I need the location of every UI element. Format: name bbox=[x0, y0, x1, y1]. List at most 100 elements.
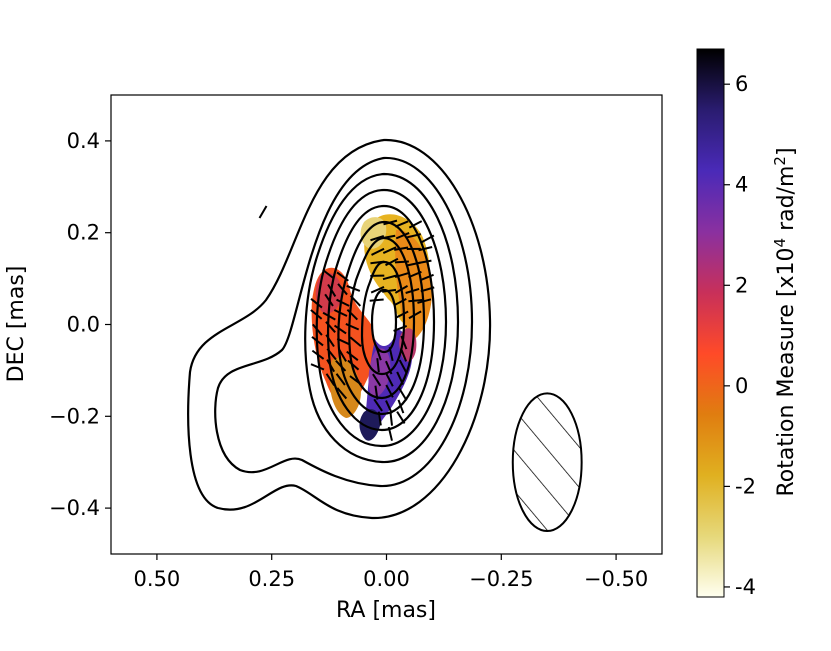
evpa-tick bbox=[370, 235, 385, 242]
colorbar-ticks: -4 -2 0 2 4 6 bbox=[724, 72, 756, 599]
y-tick-label: −0.4 bbox=[49, 496, 100, 520]
y-axis-label: DEC [mas] bbox=[4, 266, 29, 383]
evpa-tick bbox=[400, 348, 408, 362]
evpa-tick bbox=[385, 384, 394, 398]
evpa-tick bbox=[338, 348, 347, 362]
evpa-tick bbox=[372, 373, 382, 387]
evpa-tick bbox=[346, 350, 359, 361]
evpa-tick bbox=[388, 346, 394, 362]
evpa-tick bbox=[394, 284, 409, 294]
evpa-tick bbox=[310, 363, 325, 371]
evpa-tick bbox=[385, 257, 399, 267]
evpa-tick bbox=[346, 308, 359, 321]
evpa-tick bbox=[349, 336, 362, 347]
colorbar: -4 -2 0 2 4 6 Rotation Measure [x104 rad/m2] bbox=[696, 48, 799, 599]
evpa-tick bbox=[408, 310, 422, 320]
y-tick-label: 0.4 bbox=[67, 129, 100, 153]
evpa-tick bbox=[325, 334, 335, 348]
evpa-tick bbox=[335, 359, 347, 372]
evpa-tick bbox=[420, 273, 434, 281]
evpa-tick bbox=[336, 271, 349, 282]
colorbar-tick-label: 2 bbox=[735, 273, 748, 297]
evpa-tick bbox=[310, 298, 323, 309]
x-tick-label: 0.00 bbox=[363, 567, 410, 591]
colorbar-gradient bbox=[696, 48, 725, 598]
x-axis-ticks: 0.50 0.25 0.00 −0.25 −0.50 bbox=[134, 554, 648, 591]
evpa-tick bbox=[385, 373, 394, 387]
evpa-tick bbox=[400, 335, 408, 350]
evpa-tick bbox=[377, 411, 382, 426]
evpa-tick bbox=[406, 233, 421, 239]
x-tick-label: 0.50 bbox=[134, 567, 181, 591]
contour-line bbox=[315, 188, 448, 448]
evpa-tick bbox=[408, 298, 423, 303]
colorbar-tick-label: 0 bbox=[735, 374, 748, 398]
contour-line bbox=[327, 204, 436, 432]
evpa-tick bbox=[418, 245, 433, 252]
y-tick-label: 0.0 bbox=[67, 313, 100, 337]
evpa-tick bbox=[310, 309, 323, 320]
evpa-tick bbox=[345, 323, 360, 331]
evpa-tick bbox=[324, 293, 334, 307]
evpa-tick bbox=[370, 286, 385, 294]
evpa-tick bbox=[322, 311, 336, 321]
evpa-tick bbox=[394, 246, 409, 251]
evpa-tick bbox=[421, 234, 435, 244]
beam-ellipse-shape bbox=[511, 392, 583, 533]
evpa-tick bbox=[336, 337, 351, 346]
evpa-tick bbox=[369, 298, 384, 302]
evpa-tick bbox=[326, 359, 336, 373]
evpa-tick bbox=[370, 260, 385, 265]
x-tick-label: −0.50 bbox=[584, 567, 648, 591]
y-tick-label: −0.2 bbox=[49, 404, 100, 428]
evpa-tick bbox=[381, 288, 397, 293]
rm-region bbox=[359, 409, 381, 441]
evpa-tick bbox=[395, 310, 409, 319]
evpa-tick bbox=[347, 359, 360, 371]
x-axis-label: RA [mas] bbox=[336, 598, 436, 623]
contour-line bbox=[360, 260, 406, 376]
evpa-tick bbox=[333, 309, 348, 317]
y-tick-label: 0.2 bbox=[67, 221, 100, 245]
y-axis-ticks: 0.4 0.2 0.0 −0.2 −0.4 bbox=[49, 129, 111, 520]
evpa-tick bbox=[396, 411, 406, 424]
evpa-tick bbox=[417, 259, 432, 265]
colorbar-label: Rotation Measure [x104 rad/m2] bbox=[771, 147, 799, 496]
evpa-tick bbox=[333, 324, 347, 335]
intensity-contours bbox=[187, 138, 492, 520]
evpa-tick bbox=[420, 286, 435, 293]
colorbar-tick-label: -4 bbox=[735, 575, 756, 599]
contour-line bbox=[214, 156, 474, 488]
contour-line bbox=[370, 288, 398, 354]
evpa-tick bbox=[381, 234, 396, 240]
contour-line bbox=[187, 138, 492, 520]
evpa-tick bbox=[405, 287, 420, 294]
evpa-tick bbox=[382, 274, 397, 281]
evpa-tick bbox=[396, 371, 404, 386]
x-tick-label: 0.25 bbox=[248, 567, 295, 591]
evpa-tick bbox=[325, 321, 336, 333]
evpa-tick bbox=[346, 284, 361, 292]
x-tick-label: −0.25 bbox=[469, 567, 533, 591]
evpa-tick bbox=[337, 283, 348, 296]
evpa-tick bbox=[312, 323, 323, 336]
contour-line bbox=[304, 172, 460, 464]
evpa-tick bbox=[258, 205, 268, 219]
evpa-tick bbox=[376, 358, 380, 373]
evpa-tick bbox=[374, 385, 379, 400]
evpa-tick bbox=[393, 298, 407, 307]
evpa-tick bbox=[349, 295, 362, 307]
evpa-tick bbox=[349, 375, 362, 386]
evpa-tick bbox=[371, 247, 385, 256]
evpa-tick bbox=[336, 387, 348, 400]
evpa-tick bbox=[311, 336, 324, 347]
evpa-tick bbox=[387, 426, 393, 441]
evpa-tick bbox=[383, 219, 398, 226]
evpa-tick bbox=[408, 220, 423, 229]
beam-ellipse bbox=[511, 392, 583, 533]
colorbar-tick-label: 6 bbox=[735, 72, 748, 96]
evpa-tick bbox=[393, 324, 408, 332]
evpa-tick bbox=[398, 359, 408, 373]
colorbar-tick-label: -2 bbox=[735, 474, 756, 498]
